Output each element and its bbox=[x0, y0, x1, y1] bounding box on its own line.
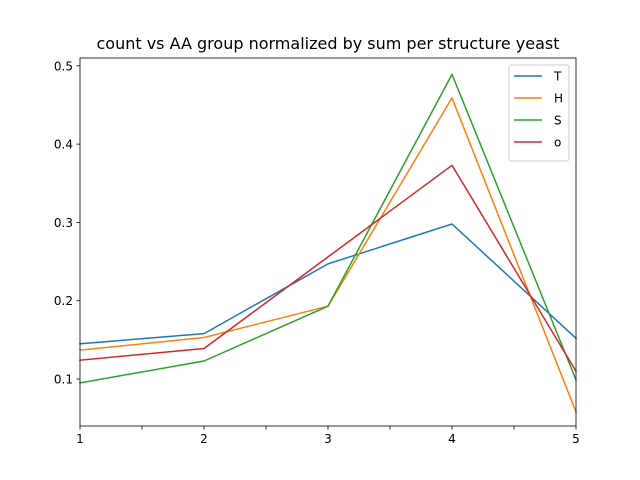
legend-label-T: T bbox=[553, 70, 562, 84]
y-tick-label: 0.1 bbox=[54, 373, 73, 387]
y-tick-label: 0.4 bbox=[54, 138, 73, 152]
x-tick-label: 2 bbox=[200, 432, 208, 446]
legend-label-S: S bbox=[554, 114, 562, 128]
series-line-T bbox=[79, 223, 578, 345]
series-line-o bbox=[79, 164, 578, 373]
axes: 1 2 3 4 5 0.1 0.2 0.3 0.4 0.5 bbox=[54, 57, 580, 446]
y-tick-label: 0.2 bbox=[54, 294, 73, 308]
x-tick-label: 4 bbox=[448, 432, 456, 446]
y-tick-label: 0.5 bbox=[54, 59, 73, 73]
plot-area bbox=[79, 73, 578, 413]
x-tick-label: 1 bbox=[76, 432, 84, 446]
x-tick-label: 5 bbox=[572, 432, 580, 446]
legend-label-H: H bbox=[554, 92, 563, 106]
y-tick-label: 0.3 bbox=[54, 216, 73, 230]
legend-box bbox=[508, 64, 570, 162]
chart-title: count vs AA group normalized by sum per … bbox=[96, 34, 559, 53]
series-line-S bbox=[79, 73, 577, 384]
legend-label-o: o bbox=[554, 136, 561, 150]
x-tick-label: 3 bbox=[324, 432, 332, 446]
